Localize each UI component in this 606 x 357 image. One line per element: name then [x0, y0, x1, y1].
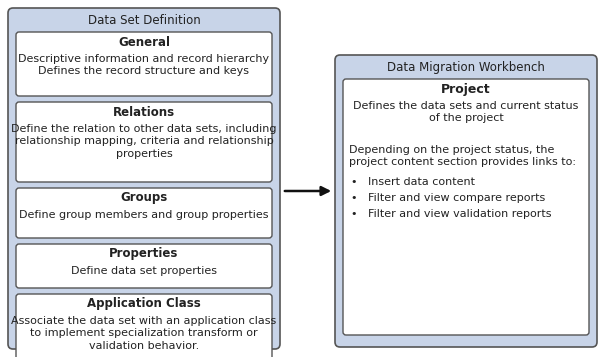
Text: Properties: Properties — [109, 247, 179, 261]
Text: Descriptive information and record hierarchy
Defines the record structure and ke: Descriptive information and record hiera… — [18, 54, 270, 76]
Text: Data Migration Workbench: Data Migration Workbench — [387, 60, 545, 74]
FancyBboxPatch shape — [343, 79, 589, 335]
Text: Application Class: Application Class — [87, 297, 201, 311]
FancyBboxPatch shape — [16, 188, 272, 238]
Text: Define group members and group properties: Define group members and group propertie… — [19, 210, 268, 220]
FancyBboxPatch shape — [8, 8, 280, 349]
Text: Define the relation to other data sets, including
relationship mapping, criteria: Define the relation to other data sets, … — [12, 124, 277, 159]
Text: General: General — [118, 35, 170, 49]
Text: Groups: Groups — [121, 191, 168, 205]
Text: Project: Project — [441, 82, 491, 96]
FancyBboxPatch shape — [16, 244, 272, 288]
Text: •   Filter and view validation reports: • Filter and view validation reports — [351, 209, 551, 219]
Text: •   Insert data content: • Insert data content — [351, 177, 475, 187]
Text: Depending on the project status, the
project content section provides links to:: Depending on the project status, the pro… — [349, 145, 576, 167]
FancyBboxPatch shape — [16, 294, 272, 357]
Text: Define data set properties: Define data set properties — [71, 266, 217, 276]
Text: •   Filter and view compare reports: • Filter and view compare reports — [351, 193, 545, 203]
FancyBboxPatch shape — [16, 32, 272, 96]
FancyBboxPatch shape — [335, 55, 597, 347]
Text: Data Set Definition: Data Set Definition — [88, 14, 201, 26]
Text: Defines the data sets and current status
of the project: Defines the data sets and current status… — [353, 101, 579, 124]
Text: Relations: Relations — [113, 106, 175, 119]
Text: Associate the data set with an application class
to implement specialization tra: Associate the data set with an applicati… — [12, 316, 276, 351]
FancyBboxPatch shape — [16, 102, 272, 182]
